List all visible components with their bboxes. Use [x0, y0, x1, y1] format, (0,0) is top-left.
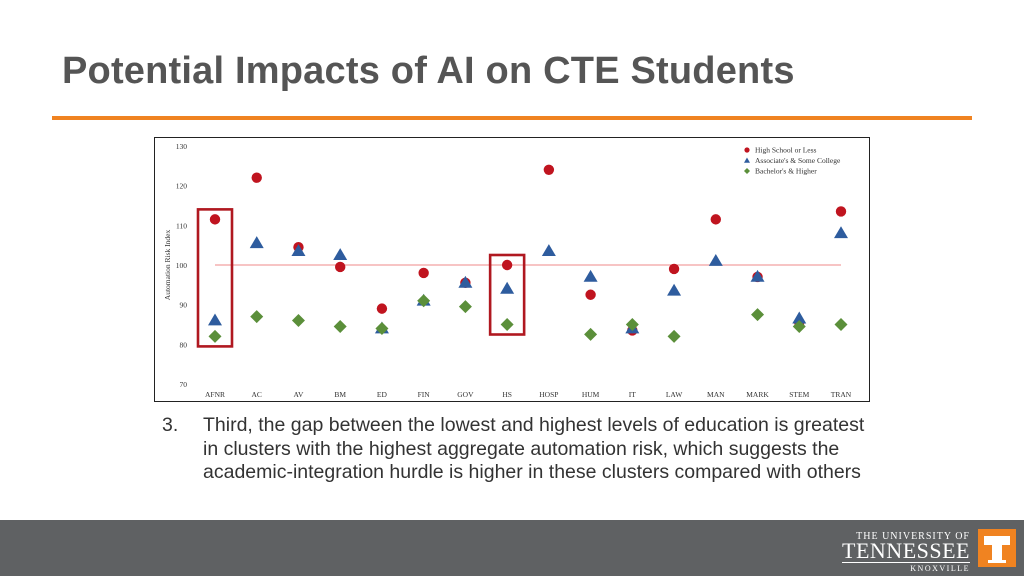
highlight-box — [196, 208, 234, 348]
data-point-diamond — [333, 319, 347, 333]
university-logo: THE UNIVERSITY OF TENNESSEE KNOXVILLE — [824, 520, 1024, 576]
x-tick-label: HOSP — [539, 390, 558, 399]
x-tick-label: FIN — [418, 390, 431, 399]
x-tick-label: GOV — [457, 390, 474, 399]
data-point-diamond — [417, 294, 431, 308]
logo-line-2: TENNESSEE — [842, 538, 970, 563]
legend-label: Bachelor's & Higher — [755, 167, 817, 176]
data-point-diamond — [208, 329, 222, 343]
y-tick-label: 120 — [176, 182, 188, 191]
data-point-diamond — [625, 318, 639, 331]
data-point-triangle — [792, 311, 807, 324]
data-point-circle — [585, 289, 596, 300]
x-tick-label: HS — [502, 390, 512, 399]
data-point-triangle — [333, 248, 348, 260]
data-point-triangle — [541, 244, 556, 257]
y-axis-label: Automation Risk Index — [163, 230, 172, 301]
x-tick-label: HUM — [582, 390, 600, 399]
data-point-circle — [418, 267, 429, 279]
data-point-diamond — [667, 329, 681, 343]
data-point-triangle — [583, 269, 598, 282]
data-point-triangle — [750, 269, 765, 282]
data-point-circle — [335, 261, 346, 273]
chart-svg: 70 80 90 100 110 120 130 Automation Risk Index A… — [163, 142, 852, 399]
y-tick-label: 100 — [176, 261, 188, 270]
data-point-triangle — [667, 283, 682, 296]
highlight-box — [488, 253, 526, 336]
legend-label: High School or Less — [755, 146, 817, 155]
x-tick-label: IT — [629, 390, 636, 399]
x-tick-label: TRAN — [831, 390, 852, 399]
data-point-circle — [376, 303, 388, 314]
data-point-triangle — [708, 254, 723, 266]
legend-triangle-icon — [744, 157, 750, 163]
legend-circle-icon — [744, 147, 750, 153]
y-tick-label: 80 — [180, 340, 188, 349]
slide-title: Potential Impacts of AI on CTE Students — [62, 50, 795, 92]
data-point-circle — [835, 206, 847, 217]
x-tick-label: AFNR — [205, 390, 225, 399]
data-point-diamond — [751, 308, 765, 322]
data-point-circle — [501, 259, 513, 271]
data-point-triangle — [291, 244, 306, 257]
x-tick-label: MARK — [746, 390, 769, 399]
data-point-circle — [668, 263, 680, 275]
x-tick-label: BM — [334, 390, 346, 399]
data-point-diamond — [584, 327, 598, 341]
data-point-diamond — [834, 318, 848, 331]
title-divider — [52, 116, 972, 120]
legend-label: Associate's & Some College — [755, 156, 841, 165]
data-point-diamond — [500, 318, 514, 331]
x-tick-label: STEM — [789, 390, 809, 399]
y-tick-label: 110 — [176, 221, 187, 230]
x-tick-label: AC — [252, 390, 262, 399]
data-point-diamond — [458, 300, 472, 314]
data-point-circle — [710, 214, 721, 225]
footer-bar: THE UNIVERSITY OF TENNESSEE KNOXVILLE — [0, 520, 1024, 576]
data-point-triangle — [458, 275, 473, 288]
automation-risk-chart: 70 80 90 100 110 120 130 Automation Risk Index A… — [154, 137, 870, 402]
legend-diamond-icon — [744, 168, 750, 174]
data-point-circle — [251, 172, 262, 183]
x-tick-label: ED — [377, 390, 388, 399]
note-text: Third, the gap between the lowest and hi… — [203, 414, 865, 483]
x-tick-label: LAW — [666, 390, 683, 399]
data-point-diamond — [250, 310, 264, 324]
logo-line-3: KNOXVILLE — [910, 564, 970, 573]
data-point-diamond — [375, 321, 389, 335]
data-point-triangle — [208, 313, 222, 326]
note-number: 3. — [162, 414, 179, 436]
data-point-diamond — [291, 314, 305, 328]
logo-line-1: THE UNIVERSITY OF — [856, 531, 970, 542]
y-tick-label: 130 — [176, 142, 188, 151]
x-tick-label: MAN — [707, 390, 725, 399]
data-point-triangle — [500, 281, 515, 294]
y-tick-label: 70 — [180, 380, 188, 389]
data-point-circle — [543, 164, 555, 175]
y-tick-label: 90 — [180, 301, 188, 310]
data-point-diamond — [792, 319, 806, 333]
x-tick-label: AV — [294, 390, 304, 399]
data-point-circle — [209, 214, 221, 225]
data-point-triangle — [249, 236, 264, 249]
power-t-icon — [978, 529, 1016, 567]
data-point-triangle — [834, 226, 848, 239]
